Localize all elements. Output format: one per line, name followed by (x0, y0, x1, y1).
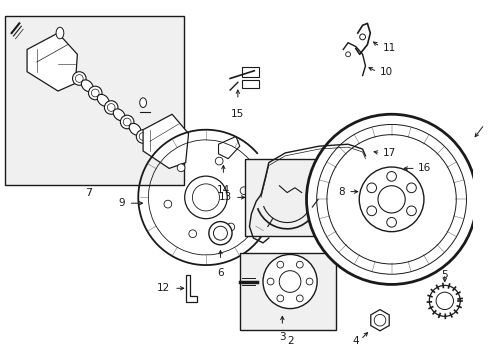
Text: 14: 14 (216, 185, 229, 195)
Circle shape (377, 186, 405, 213)
Circle shape (305, 278, 312, 285)
Bar (5, 15, 183, 185)
Circle shape (386, 171, 396, 181)
Text: 9: 9 (118, 198, 124, 208)
Circle shape (279, 271, 300, 292)
Circle shape (88, 86, 102, 100)
Polygon shape (143, 114, 188, 168)
Ellipse shape (113, 109, 125, 121)
Circle shape (373, 314, 385, 326)
Bar (362, 146, 369, 158)
Circle shape (406, 206, 415, 216)
Circle shape (188, 230, 196, 238)
Text: 13: 13 (218, 192, 232, 202)
Circle shape (266, 278, 273, 285)
Ellipse shape (81, 80, 93, 91)
Circle shape (403, 206, 410, 214)
Circle shape (192, 184, 219, 211)
Text: 11: 11 (382, 42, 395, 53)
Circle shape (403, 179, 410, 187)
Circle shape (136, 130, 149, 143)
Circle shape (184, 176, 227, 219)
Ellipse shape (129, 123, 141, 135)
Circle shape (123, 118, 131, 126)
Circle shape (374, 157, 398, 180)
Text: 3: 3 (279, 332, 285, 342)
Bar (365, 166, 390, 214)
Circle shape (296, 295, 303, 302)
Circle shape (276, 295, 283, 302)
Circle shape (75, 75, 83, 82)
Bar (394, 166, 419, 214)
Circle shape (72, 72, 86, 85)
Ellipse shape (56, 27, 64, 39)
Text: 16: 16 (417, 163, 430, 174)
Circle shape (373, 179, 381, 187)
Text: 15: 15 (231, 109, 244, 120)
Bar (357, 156, 429, 228)
Text: 12: 12 (157, 283, 170, 293)
Circle shape (226, 223, 234, 231)
Ellipse shape (97, 94, 109, 106)
Circle shape (359, 34, 365, 40)
Text: 10: 10 (379, 67, 392, 77)
Bar (239, 252, 336, 330)
Circle shape (366, 206, 376, 216)
Circle shape (139, 132, 147, 140)
Circle shape (403, 193, 410, 200)
Circle shape (406, 183, 415, 193)
Circle shape (380, 162, 392, 175)
Circle shape (366, 183, 376, 193)
Text: 6: 6 (217, 268, 224, 278)
Bar (241, 80, 259, 88)
Ellipse shape (140, 98, 146, 108)
Circle shape (177, 164, 184, 172)
Circle shape (263, 255, 317, 309)
Circle shape (91, 89, 99, 97)
Polygon shape (185, 275, 197, 302)
Text: 7: 7 (85, 188, 92, 198)
Bar (244, 159, 329, 236)
Circle shape (215, 157, 223, 165)
Circle shape (213, 226, 227, 240)
Polygon shape (27, 33, 77, 91)
Polygon shape (218, 136, 239, 159)
Circle shape (345, 52, 350, 57)
Circle shape (276, 261, 283, 268)
Circle shape (163, 200, 171, 208)
Circle shape (306, 114, 476, 284)
Circle shape (240, 187, 247, 194)
Text: 2: 2 (286, 336, 293, 346)
Circle shape (316, 125, 466, 274)
Circle shape (104, 101, 118, 114)
Circle shape (428, 285, 459, 316)
Text: 17: 17 (382, 148, 395, 158)
Circle shape (386, 217, 396, 227)
Text: 1: 1 (486, 118, 488, 128)
Text: 8: 8 (338, 186, 345, 197)
Circle shape (107, 104, 115, 111)
Circle shape (435, 292, 452, 310)
Circle shape (326, 135, 455, 264)
Text: 4: 4 (351, 337, 358, 346)
Circle shape (359, 167, 423, 232)
Circle shape (373, 193, 381, 200)
Text: 5: 5 (441, 270, 447, 280)
Circle shape (120, 115, 134, 129)
Bar (241, 67, 259, 77)
Circle shape (296, 261, 303, 268)
Polygon shape (370, 310, 388, 331)
Circle shape (373, 206, 381, 214)
Circle shape (208, 221, 232, 245)
